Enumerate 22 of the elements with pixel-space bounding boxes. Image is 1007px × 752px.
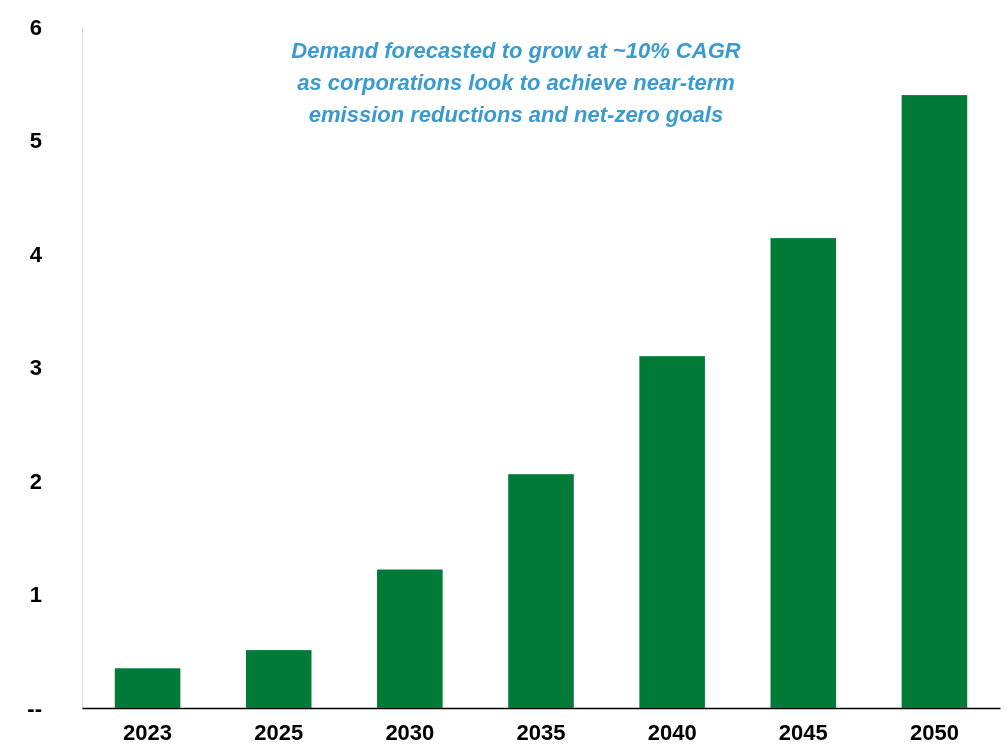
y-tick-label: 6 bbox=[29, 14, 42, 40]
x-tick-label: 2050 bbox=[909, 719, 959, 745]
y-tick-label: 4 bbox=[29, 241, 43, 267]
x-tick-label: 2040 bbox=[647, 719, 697, 745]
bar bbox=[770, 238, 837, 708]
y-tick-label: 5 bbox=[29, 128, 42, 154]
y-tick-label: 1 bbox=[29, 582, 42, 608]
x-tick-label: 2030 bbox=[385, 719, 435, 745]
bar bbox=[377, 569, 443, 708]
annotation: Demand forecasted to grow at ~10% CAGR as corporations look to achieve near-term emission reductions and net-zero goals bbox=[291, 38, 741, 127]
x-tick-label: 2035 bbox=[516, 719, 566, 745]
x-tick-label: 2045 bbox=[778, 719, 828, 745]
y-tick-label: -- bbox=[27, 695, 42, 721]
bar bbox=[901, 95, 968, 708]
x-tick-label: 2023 bbox=[123, 719, 173, 745]
bar bbox=[245, 650, 312, 708]
bar bbox=[508, 474, 574, 708]
y-tick-label: 2 bbox=[29, 468, 42, 494]
x-tick-label: 2025 bbox=[254, 719, 304, 745]
y-tick-label: 3 bbox=[29, 355, 42, 381]
bar bbox=[639, 356, 705, 708]
bar bbox=[114, 668, 181, 708]
